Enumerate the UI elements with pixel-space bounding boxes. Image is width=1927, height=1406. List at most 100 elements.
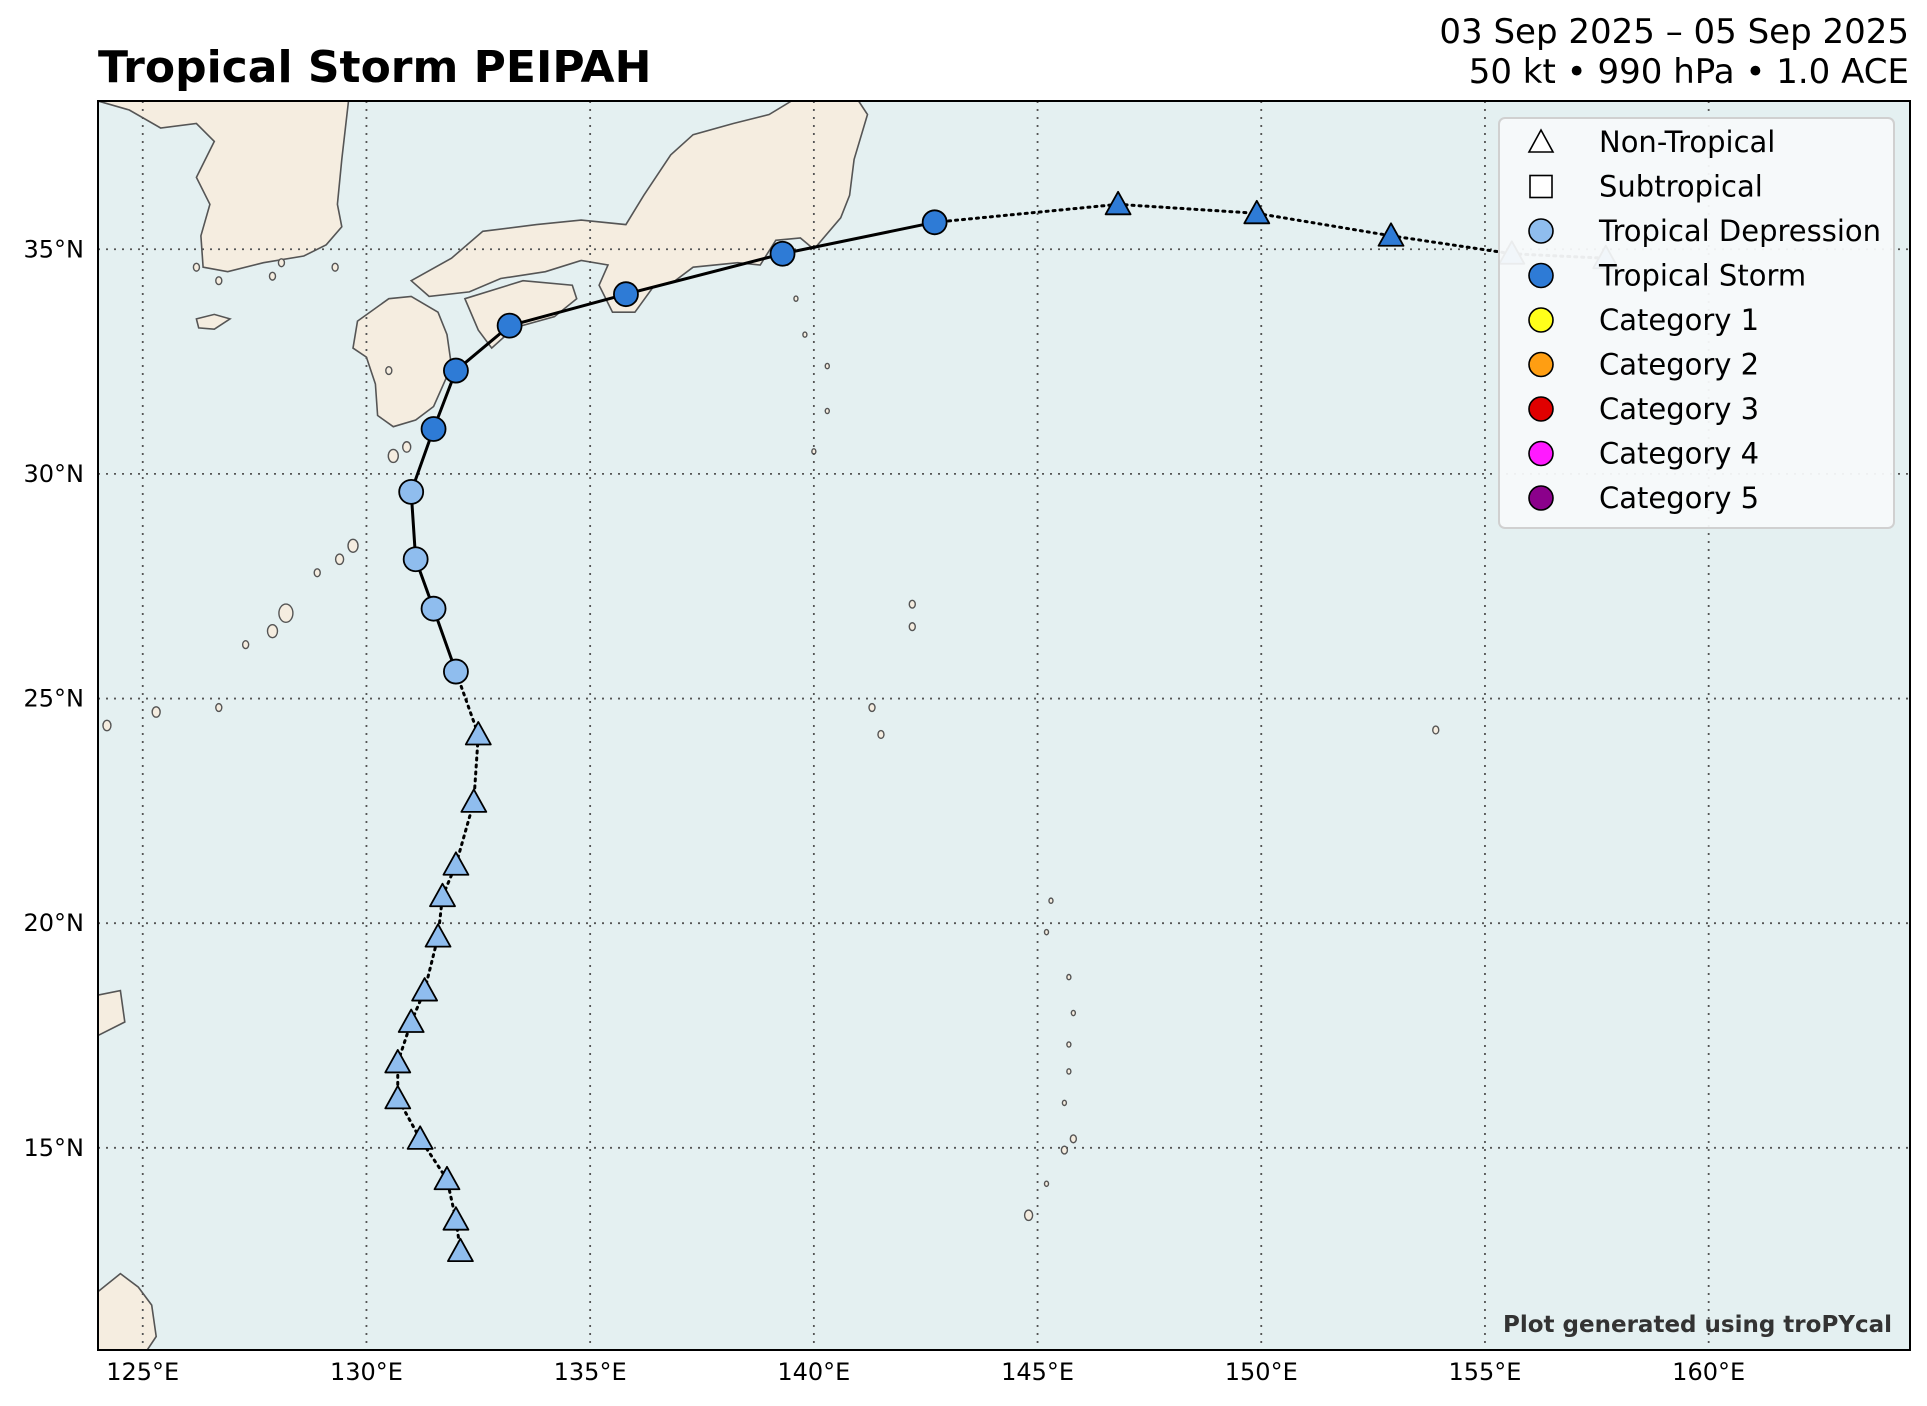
track-point-non-tropical	[1104, 190, 1132, 216]
track-point-non-tropical	[447, 1237, 474, 1263]
track-point-tropical	[420, 416, 447, 442]
track-point-non-tropical	[464, 721, 492, 746]
island-13	[241, 640, 250, 650]
island-5	[385, 365, 393, 376]
legend-box	[1498, 117, 1895, 529]
lat-tick-label: 20°N	[24, 909, 85, 937]
island-37	[824, 407, 830, 415]
island-18	[908, 622, 916, 632]
legend: Non-Tropical Subtropical Tropical Depressi…	[1498, 117, 1895, 529]
lat-tick-label: 25°N	[24, 685, 85, 713]
track-segment	[1389, 234, 1514, 256]
luzon-land	[98, 1272, 158, 1350]
track-segment	[472, 732, 480, 804]
kyushu-island	[352, 295, 453, 428]
date-range: 03 Sep 2025 – 05 Sep 2025	[1439, 12, 1909, 52]
island-0	[215, 276, 223, 286]
island-7	[402, 441, 412, 453]
lat-tick-label: 30°N	[24, 460, 85, 488]
track-point-tropical	[420, 595, 447, 622]
track-points	[384, 190, 1620, 1263]
track-point-non-tropical	[429, 882, 456, 908]
legend-marker-circle	[1528, 351, 1554, 378]
track-point-non-tropical	[1377, 222, 1405, 247]
island-16	[102, 719, 112, 732]
island-24	[1066, 973, 1072, 981]
island-9	[334, 553, 345, 566]
island-15	[151, 706, 161, 718]
track-point-tropical	[398, 478, 425, 505]
legend-marker-circle	[1528, 485, 1554, 511]
legend-marker-non-tropical	[1527, 128, 1555, 153]
lon-tick-label: 155°E	[1448, 1358, 1521, 1386]
track-point-non-tropical	[384, 1085, 412, 1110]
credit-text: Plot generated using troPYcal	[1503, 1312, 1892, 1338]
lat-tick-label: 35°N	[24, 235, 85, 263]
island-22	[1048, 897, 1054, 905]
track-point-non-tropical	[397, 1008, 425, 1033]
legend-label: Category 4	[1599, 437, 1759, 471]
track-segment	[1255, 211, 1393, 238]
legend-marker-subtropical	[1529, 174, 1553, 199]
legend-label: Category 1	[1599, 303, 1759, 337]
legend-label: Category 2	[1599, 348, 1759, 382]
legend-label: Tropical Depression	[1598, 214, 1881, 248]
island-26	[1066, 1041, 1072, 1048]
island-19	[868, 702, 876, 713]
track-point-non-tropical	[442, 1206, 470, 1231]
island-36	[824, 362, 830, 370]
track-point-tropical	[496, 312, 523, 339]
island-25	[1070, 1009, 1077, 1017]
storm-stats: 50 kt • 990 hPa • 1.0 ACE	[1468, 52, 1909, 92]
plot-frame	[97, 100, 1911, 1351]
track-point-tropical	[443, 357, 469, 384]
island-32	[1023, 1209, 1034, 1222]
island-11	[278, 603, 294, 623]
island-27	[1066, 1068, 1072, 1075]
legend-marker-circle	[1528, 440, 1554, 467]
island-4	[331, 262, 339, 272]
legend-label: Category 3	[1599, 392, 1759, 426]
lon-tick-label: 125°E	[106, 1358, 179, 1386]
legend-label: Subtropical	[1599, 170, 1763, 204]
island-6	[387, 448, 399, 464]
track-point-non-tropical	[433, 1165, 461, 1191]
island-12	[266, 623, 279, 639]
land-layer	[98, 101, 1440, 1350]
track-segment	[1116, 202, 1259, 215]
track-segment	[781, 220, 937, 256]
legend-label: Category 5	[1599, 481, 1759, 515]
lon-tick-label: 160°E	[1672, 1358, 1745, 1386]
lon-tick-label: 150°E	[1225, 1358, 1298, 1386]
lon-tick-label: 140°E	[777, 1358, 850, 1386]
island-21	[1432, 725, 1440, 735]
island-14	[215, 702, 223, 713]
track-point-non-tropical	[406, 1125, 434, 1150]
jeju-island	[195, 313, 232, 331]
legend-marker-circle	[1528, 262, 1554, 289]
track-segment	[418, 1137, 449, 1181]
island-10	[313, 568, 321, 578]
track-segment	[454, 1218, 462, 1253]
legend-label: Tropical Storm	[1598, 259, 1806, 293]
lon-tick-label: 130°E	[330, 1358, 403, 1386]
gridlines	[98, 101, 1910, 1350]
lat-tick-label: 15°N	[24, 1134, 85, 1162]
island-35	[802, 331, 808, 338]
lon-tick-label: 145°E	[1001, 1358, 1074, 1386]
island-1	[192, 262, 201, 272]
lon-tick-label: 135°E	[554, 1358, 627, 1386]
track-point-non-tropical	[1243, 199, 1271, 225]
taiwan-land	[98, 989, 126, 1037]
island-23	[1043, 928, 1050, 936]
track-point-non-tropical	[442, 851, 470, 876]
island-20	[877, 729, 885, 740]
track-segment	[624, 252, 785, 296]
track-point-tropical	[769, 240, 796, 267]
island-17	[908, 599, 916, 609]
legend-marker-circle	[1528, 218, 1554, 244]
japan-mainland	[409, 101, 869, 313]
island-28	[1061, 1099, 1068, 1107]
track-segment	[508, 292, 628, 328]
